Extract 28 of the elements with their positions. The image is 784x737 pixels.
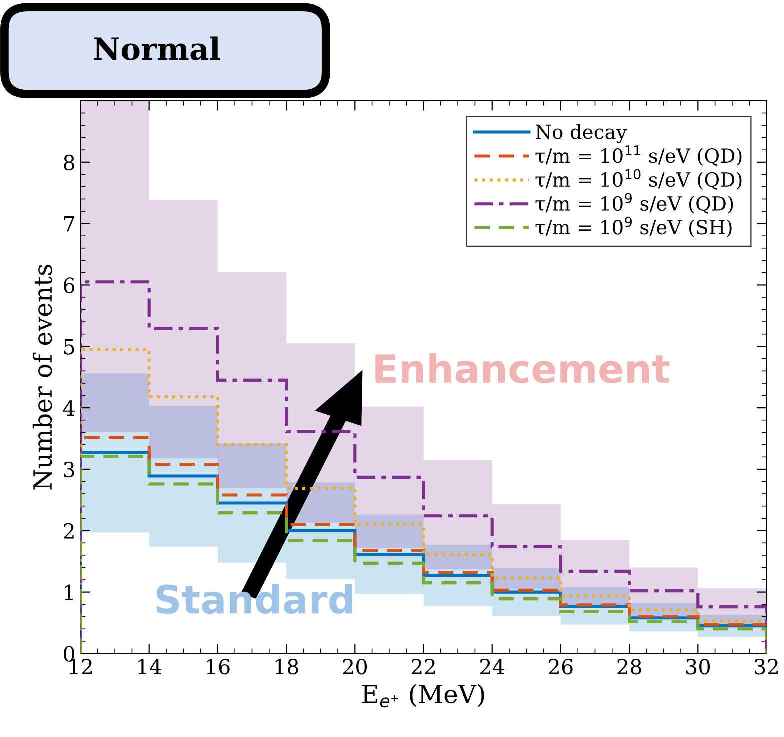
legend-label: τ/m = 10$^{9}$ s/eV (SH) [536,216,732,238]
x-tick-label: 20 [343,658,368,675]
y-tick-label: 8 [64,154,74,171]
y-tick-label: 5 [64,339,74,355]
y-axis-title: Number of events [32,264,52,490]
x-tick-label: 18 [276,658,298,675]
legend-label: τ/m = 10$^{11}$ s/eV (QD) [536,146,742,166]
x-tick-label: 30 [686,658,710,675]
y-tick-label: 4 [63,400,75,416]
x-tick-label: 32 [755,658,778,675]
legend-label: τ/m = 10$^{10}$ s/eV (QD) [536,169,742,190]
annotation: Enhancement [376,353,670,384]
text: Normal [94,36,220,60]
annotation: Standard [156,584,352,614]
y-tick-label: 6 [64,278,75,294]
x-tick-label: 22 [412,658,435,674]
y-tick-label: 7 [64,216,74,232]
x-tick-label: 16 [207,658,230,675]
y-tick-label: 2 [64,523,74,539]
y-tick-label: 1 [65,584,73,600]
x-tick-label: 28 [618,658,642,675]
legend-label: τ/m = 10$^{9}$ s/eV (QD) [536,193,734,214]
y-tick-label: 3 [64,462,74,478]
x-tick-label: 26 [549,658,573,675]
legend-label: No decay [536,124,628,144]
x-tick-label: 14 [138,658,162,674]
x-axis-title: E$_{e⁺}$ (MeV) [362,684,484,708]
x-tick-label: 24 [480,658,505,674]
